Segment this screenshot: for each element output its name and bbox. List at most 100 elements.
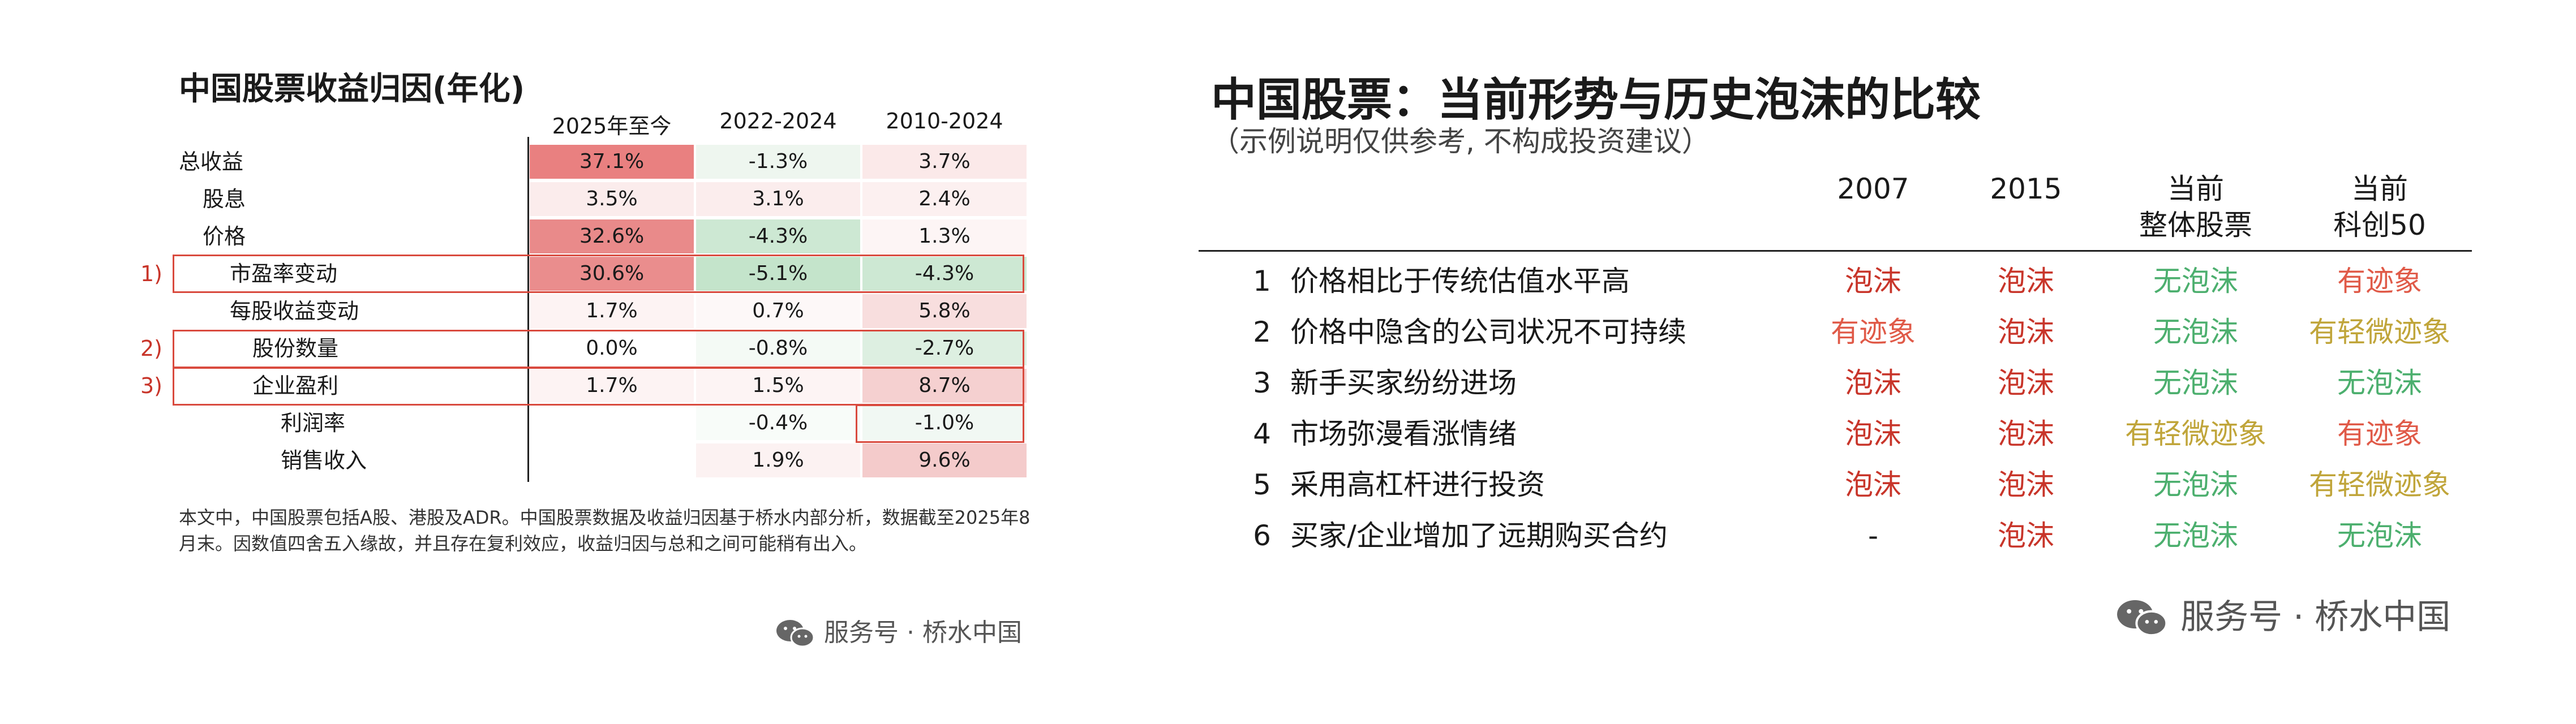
right-watermark: 服务号 · 桥水中国 [2115,589,2450,640]
table-divider [527,137,529,482]
value-cell: 1.5% [696,369,860,403]
criteria-row: 4 市场弥漫看涨情绪 泡沫 泡沫 有轻微迹象 有迹象 [0,408,2576,459]
value-cell: 5.8% [862,294,1027,328]
left-watermark: 服务号 · 桥水中国 [775,612,1022,650]
left-table-title: 中国股票收益归因(年化) [179,71,525,107]
criteria-number: 5 [1253,468,1271,501]
value-cell: 1.3% [862,219,1027,253]
criteria-row: 2 价格中隐含的公司状况不可持续 有迹象 泡沫 无泡沫 有轻微迹象 [0,307,2576,357]
criteria-label: 采用高杠杆进行投资 [1290,468,1545,501]
row-marker: 1) [140,261,163,286]
value-cell: 37.1% [530,145,694,179]
watermark-text: 服务号 · 桥水中国 [2180,597,2451,637]
assessment-cell: 无泡沫 [2153,468,2238,501]
table-row-sales-revenue: 销售收入 1.9% 9.6% [0,442,1075,479]
value-cell: 0.7% [696,294,860,328]
row-label: 销售收入 [281,448,367,473]
value-cell: 3.1% [696,182,860,216]
row-marker: 3) [140,373,163,398]
row-label: 每股收益变动 [230,299,359,324]
assessment-cell: - [1867,519,1879,552]
value-cell: 0.0% [530,331,694,365]
value-cell [530,406,694,440]
assessment-cell: 泡沫 [1998,367,2054,399]
assessment-cell: 无泡沫 [2153,316,2238,348]
criteria-label: 价格相比于传统估值水平高 [1290,265,1630,298]
value-cell: 32.6% [530,219,694,253]
value-cell: -1.3% [696,145,860,179]
assessment-cell: 泡沫 [1998,316,2054,348]
criteria-label: 买家/企业增加了远期购买合约 [1290,519,1668,552]
criteria-row: 5 采用高杠杆进行投资 泡沫 泡沫 无泡沫 有轻微迹象 [0,459,2576,510]
value-cell: 8.7% [862,369,1027,403]
column-header-2025ytd: 2025年至今 [552,114,672,139]
assessment-cell: 泡沫 [1998,519,2054,552]
assessment-cell: 泡沫 [1998,417,2054,450]
assessment-cell: 无泡沫 [2153,519,2238,552]
row-label: 企业盈利 [252,373,339,398]
assessment-cell: 泡沫 [1845,265,1901,298]
header-rule [1199,250,2472,252]
assessment-cell: 有迹象 [2337,265,2422,298]
column-header-2022-2024: 2022-2024 [719,109,837,133]
right-table-title: 中国股票：当前形势与历史泡沫的比较 [1211,74,1981,126]
row-label: 股息 [203,187,246,212]
value-cell: -4.3% [696,219,860,253]
criteria-label: 新手买家纷纷进场 [1290,367,1517,399]
value-cell: -2.7% [862,331,1027,365]
criteria-row: 1 价格相比于传统估值水平高 泡沫 泡沫 无泡沫 有迹象 [0,256,2576,307]
wechat-icon [2117,600,2168,637]
column-header-2007: 2007 [1837,173,1909,205]
table-row-corporate-earnings: 3) 企业盈利 1.7% 1.5% 8.7% [0,368,1075,404]
row-label: 市盈率变动 [230,261,338,286]
table-row-price: 价格 32.6% -4.3% 1.3% [0,218,1075,255]
criteria-number: 6 [1253,519,1271,552]
value-cell: -0.8% [696,331,860,365]
table-row-eps-change: 每股收益变动 1.7% 0.7% 5.8% [0,293,1075,329]
table-row-pe-change: 1) 市盈率变动 30.6% -5.1% -4.3% [0,256,1075,292]
value-cell: 3.7% [862,145,1027,179]
criteria-number: 2 [1253,316,1271,348]
criteria-row: 6 买家/企业增加了远期购买合约 - 泡沫 无泡沫 无泡沫 [0,510,2576,561]
highlight-pe-change-row [173,255,1024,293]
value-cell: -1.0% [862,406,1027,440]
column-header-2010-2024: 2010-2024 [886,109,1003,133]
assessment-cell: 有轻微迹象 [2125,417,2266,450]
table-row-total-return: 总收益 37.1% -1.3% 3.7% [0,144,1075,180]
table-row-profit-margin: 利润率 -0.4% -1.0% [0,405,1075,441]
assessment-cell: 泡沫 [1998,265,2054,298]
footnote: 本文中，中国股票包括A股、港股及ADR。中国股票数据及收益归因基于桥水内部分析，… [179,507,1031,554]
value-cell: 1.7% [530,294,694,328]
criteria-number: 3 [1253,367,1271,399]
value-cell: -5.1% [696,257,860,291]
assessment-cell: 无泡沫 [2337,519,2422,552]
value-cell [530,443,694,477]
assessment-cell: 无泡沫 [2337,367,2422,399]
row-label: 价格 [203,224,246,249]
value-cell: 9.6% [862,443,1027,477]
value-cell: 3.5% [530,182,694,216]
highlight-earnings-row [173,367,1024,406]
row-label: 总收益 [179,149,244,174]
table-row-share-count: 2) 股份数量 0.0% -0.8% -2.7% [0,330,1075,367]
value-cell: -0.4% [696,406,860,440]
criteria-label: 价格中隐含的公司状况不可持续 [1290,316,1686,348]
value-cell: 30.6% [530,257,694,291]
assessment-cell: 无泡沫 [2153,367,2238,399]
assessment-cell: 无泡沫 [2153,265,2238,298]
assessment-cell: 泡沫 [1845,367,1901,399]
criteria-row: 3 新手买家纷纷进场 泡沫 泡沫 无泡沫 无泡沫 [0,357,2576,408]
assessment-cell: 泡沫 [1998,468,2054,501]
right-subtitle: （示例说明仅供参考, 不构成投资建议） [1211,125,1710,158]
column-header-current-star50: 当前 科创50 [2333,173,2426,242]
assessment-cell: 泡沫 [1845,417,1901,450]
criteria-label: 市场弥漫看涨情绪 [1290,417,1517,450]
assessment-cell: 有迹象 [2337,417,2422,450]
assessment-cell: 有轻微迹象 [2309,468,2450,501]
criteria-number: 1 [1253,265,1271,298]
wechat-icon [776,620,815,648]
value-cell: 1.9% [696,443,860,477]
value-cell: -4.3% [862,257,1027,291]
watermark-text: 服务号 · 桥水中国 [824,618,1022,647]
assessment-cell: 有迹象 [1831,316,1916,348]
